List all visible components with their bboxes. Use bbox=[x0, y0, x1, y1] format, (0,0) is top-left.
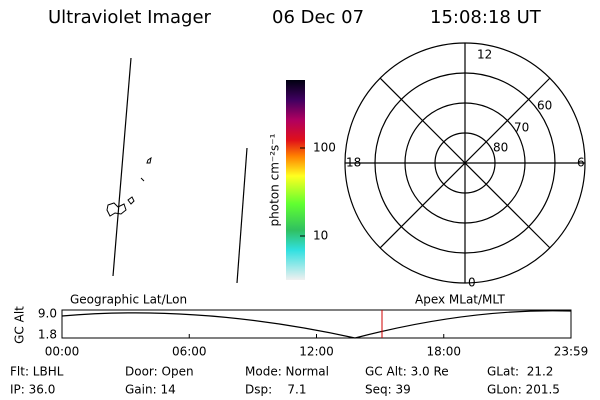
colorbar-label: photon cm⁻²s⁻¹ bbox=[268, 133, 282, 226]
time-label: 12:00 bbox=[299, 345, 334, 359]
status-field: IP: 36.0 bbox=[10, 383, 55, 397]
colorbar bbox=[286, 80, 305, 280]
timeline-title: Geographic Lat/Lon bbox=[70, 293, 187, 307]
status-field: GLon: 201.5 bbox=[487, 383, 560, 397]
status-field: GC Alt: 3.0 Re bbox=[365, 365, 449, 379]
status-field: Mode: Normal bbox=[245, 365, 329, 379]
status: Flt: LBHL Door: Open Mode: Normal GC Alt: 3… bbox=[10, 365, 560, 397]
timeline-title: Apex MLat/MLT bbox=[415, 293, 505, 307]
axis-label: GC Alt bbox=[13, 306, 27, 344]
colorbar-tick-label: 100 bbox=[313, 141, 336, 155]
mlt-label: 12 bbox=[477, 48, 492, 62]
lat-label: 70 bbox=[514, 121, 529, 135]
status-field: GLat: 21.2 bbox=[487, 365, 553, 379]
lat-label: 60 bbox=[537, 99, 552, 113]
lat-label: 80 bbox=[493, 141, 508, 155]
mlt-label: 0 bbox=[468, 276, 476, 290]
status-field: Flt: LBHL bbox=[10, 365, 64, 379]
y-label: 1.8 bbox=[38, 328, 57, 342]
colorbar-tick-label: 10 bbox=[313, 229, 328, 243]
status-field: Dsp: 7.1 bbox=[245, 383, 307, 397]
time-label: 06:00 bbox=[172, 345, 207, 359]
time: 15:08:18 UT bbox=[430, 7, 542, 28]
status-field: Door: Open bbox=[125, 365, 194, 379]
mlt-label: 18 bbox=[346, 156, 361, 170]
status-field: Gain: 14 bbox=[125, 383, 176, 397]
mlt-label: 6 bbox=[577, 156, 585, 170]
time-labels: 00:00 06:00 12:00 18:00 23:59 bbox=[45, 334, 589, 359]
altitude-curve bbox=[61, 310, 572, 339]
time-label: 00:00 bbox=[45, 345, 80, 359]
map bbox=[106, 57, 248, 284]
polar-grid bbox=[344, 42, 586, 284]
instrument: Ultraviolet Imager bbox=[48, 7, 212, 28]
timeline-frame bbox=[61, 309, 572, 339]
time-label: 18:00 bbox=[426, 345, 461, 359]
date: 06 Dec 07 bbox=[272, 7, 364, 28]
time-label: 23:59 bbox=[554, 345, 589, 359]
y-label: 9.0 bbox=[38, 307, 57, 321]
status-field: Seq: 39 bbox=[365, 383, 411, 397]
